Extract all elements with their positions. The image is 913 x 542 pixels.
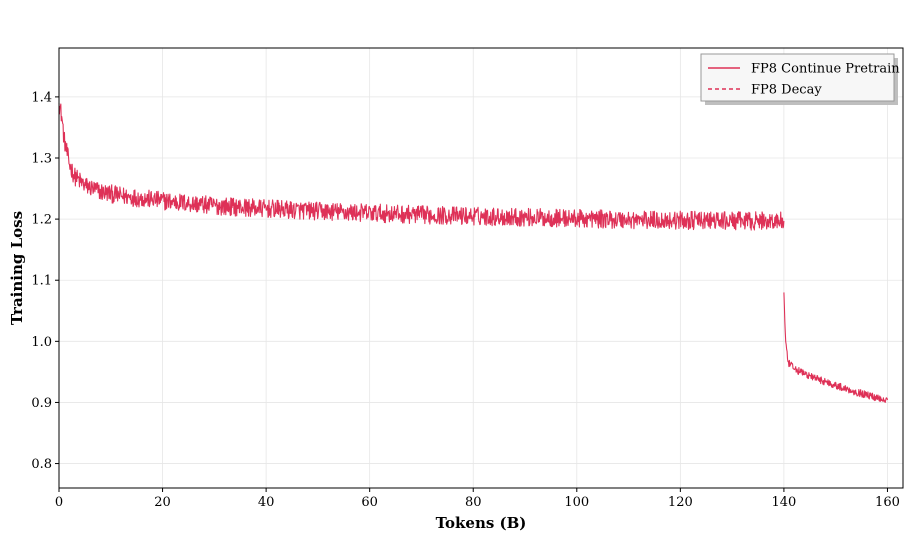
x-tick-label: 160 [875, 495, 900, 510]
y-tick-label: 1.3 [31, 152, 52, 167]
x-tick-label: 80 [465, 495, 482, 510]
legend-label-continue-pretrain: FP8 Continue Pretrain [751, 62, 900, 77]
series-line-continue-pretrain [58, 102, 785, 231]
grid-layer [58, 48, 903, 488]
legend-box [700, 53, 895, 102]
y-tick-label: 0.8 [31, 457, 52, 472]
legend-label-decay: FP8 Decay [751, 83, 822, 98]
x-tick-label: 40 [258, 495, 275, 510]
x-tick-label: 120 [668, 495, 693, 510]
y-tick-label: 1.0 [31, 335, 52, 350]
y-tick-label: 1.4 [31, 90, 52, 105]
x-axis-title: Tokens (B) [436, 514, 527, 532]
x-tick-label: 0 [55, 495, 63, 510]
series-line-decay [783, 292, 889, 403]
y-tick-label: 1.2 [31, 213, 52, 228]
y-axis-title: Training Loss [8, 211, 26, 325]
y-tick-label: 1.1 [31, 274, 52, 289]
series-layer [58, 102, 889, 403]
y-tick-label: 0.9 [31, 396, 52, 411]
tick-layer: 0 20 40 60 80 100 120 140 160 0.8 0.9 1.0 1.1 1.2 1.3 1… [31, 90, 900, 510]
x-tick-label: 140 [771, 495, 796, 510]
x-tick-label: 100 [564, 495, 589, 510]
x-tick-label: 20 [154, 495, 171, 510]
x-tick-label: 60 [361, 495, 378, 510]
plot-frame [58, 47, 904, 489]
legend: FP8 Continue Pretrain FP8 Decay [700, 53, 900, 105]
